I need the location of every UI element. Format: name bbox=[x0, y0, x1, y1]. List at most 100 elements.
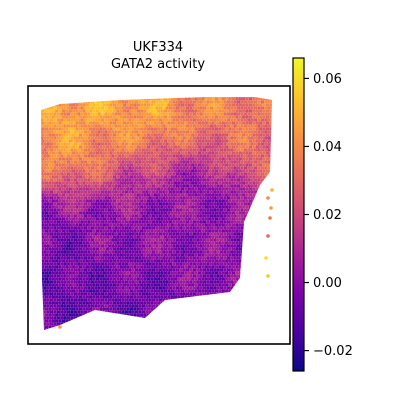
spot bbox=[143, 289, 147, 293]
spot bbox=[240, 178, 244, 182]
spot bbox=[51, 289, 56, 293]
spot bbox=[165, 208, 169, 212]
spot bbox=[213, 112, 217, 116]
spot bbox=[116, 205, 120, 209]
spot bbox=[213, 142, 217, 146]
spot bbox=[214, 115, 219, 119]
spot bbox=[122, 133, 127, 137]
spot bbox=[36, 280, 40, 284]
spot bbox=[267, 172, 271, 176]
spot bbox=[187, 193, 192, 197]
spot bbox=[260, 160, 265, 164]
spot bbox=[131, 286, 135, 290]
spot bbox=[88, 103, 93, 107]
spot bbox=[179, 106, 183, 110]
spot bbox=[46, 148, 50, 152]
spot bbox=[138, 292, 142, 296]
spot bbox=[185, 136, 190, 140]
spot bbox=[56, 298, 61, 302]
spot bbox=[82, 307, 86, 311]
spot bbox=[192, 214, 197, 218]
spot bbox=[167, 133, 171, 137]
spot bbox=[248, 157, 253, 161]
spot bbox=[168, 304, 173, 308]
spot bbox=[87, 202, 91, 206]
spot bbox=[202, 304, 207, 308]
spot bbox=[184, 271, 188, 275]
spot bbox=[48, 307, 52, 311]
spot bbox=[224, 109, 229, 113]
spot bbox=[85, 133, 90, 137]
spot bbox=[156, 127, 161, 131]
spot bbox=[119, 169, 124, 173]
spot bbox=[151, 100, 156, 104]
spot bbox=[128, 292, 132, 296]
spot bbox=[87, 184, 91, 188]
spot bbox=[180, 169, 185, 173]
spot bbox=[158, 100, 163, 104]
spot bbox=[262, 271, 266, 275]
spot bbox=[233, 112, 237, 116]
spot bbox=[240, 226, 244, 230]
spot bbox=[230, 256, 234, 260]
spot bbox=[248, 145, 253, 149]
spot bbox=[124, 208, 129, 212]
spot bbox=[109, 121, 113, 125]
spot bbox=[235, 247, 239, 251]
spot bbox=[54, 151, 59, 155]
spot bbox=[163, 139, 168, 143]
spot bbox=[233, 250, 237, 254]
spot bbox=[75, 157, 79, 161]
spot bbox=[111, 100, 115, 104]
spot bbox=[41, 277, 45, 281]
spot bbox=[219, 154, 224, 158]
spot bbox=[238, 157, 243, 161]
spot bbox=[61, 115, 66, 119]
spot bbox=[264, 166, 268, 170]
spot bbox=[53, 118, 57, 122]
spot bbox=[167, 259, 171, 263]
spot bbox=[170, 115, 175, 119]
spot bbox=[54, 133, 59, 137]
spot bbox=[155, 280, 159, 284]
spot bbox=[107, 160, 112, 164]
spot bbox=[235, 271, 239, 275]
spot bbox=[233, 274, 237, 278]
spot bbox=[192, 274, 197, 278]
spot bbox=[185, 280, 190, 284]
spot bbox=[177, 301, 181, 305]
spot bbox=[231, 133, 236, 137]
spot bbox=[145, 166, 149, 170]
spot bbox=[41, 139, 45, 143]
spot bbox=[145, 106, 149, 110]
spot bbox=[109, 115, 113, 119]
spot bbox=[65, 289, 69, 293]
spot bbox=[201, 259, 205, 263]
spot bbox=[243, 304, 248, 308]
spot bbox=[99, 283, 103, 287]
spot bbox=[173, 253, 178, 257]
spot bbox=[56, 232, 61, 236]
spot bbox=[158, 220, 163, 224]
spot bbox=[141, 304, 146, 308]
spot bbox=[111, 298, 115, 302]
spot bbox=[97, 142, 101, 146]
spot bbox=[65, 283, 69, 287]
spot bbox=[245, 301, 249, 305]
spot bbox=[211, 289, 215, 293]
spot bbox=[53, 256, 57, 260]
spot bbox=[170, 295, 175, 299]
spot bbox=[51, 211, 56, 215]
spot bbox=[60, 208, 64, 212]
spot bbox=[241, 121, 246, 125]
spot bbox=[194, 121, 198, 125]
spot bbox=[228, 121, 232, 125]
spot bbox=[218, 307, 222, 311]
spot bbox=[158, 160, 163, 164]
spot bbox=[172, 142, 176, 146]
spot bbox=[156, 283, 161, 287]
spot bbox=[187, 151, 192, 155]
spot bbox=[207, 115, 212, 119]
spot bbox=[102, 271, 107, 275]
spot bbox=[240, 172, 244, 176]
